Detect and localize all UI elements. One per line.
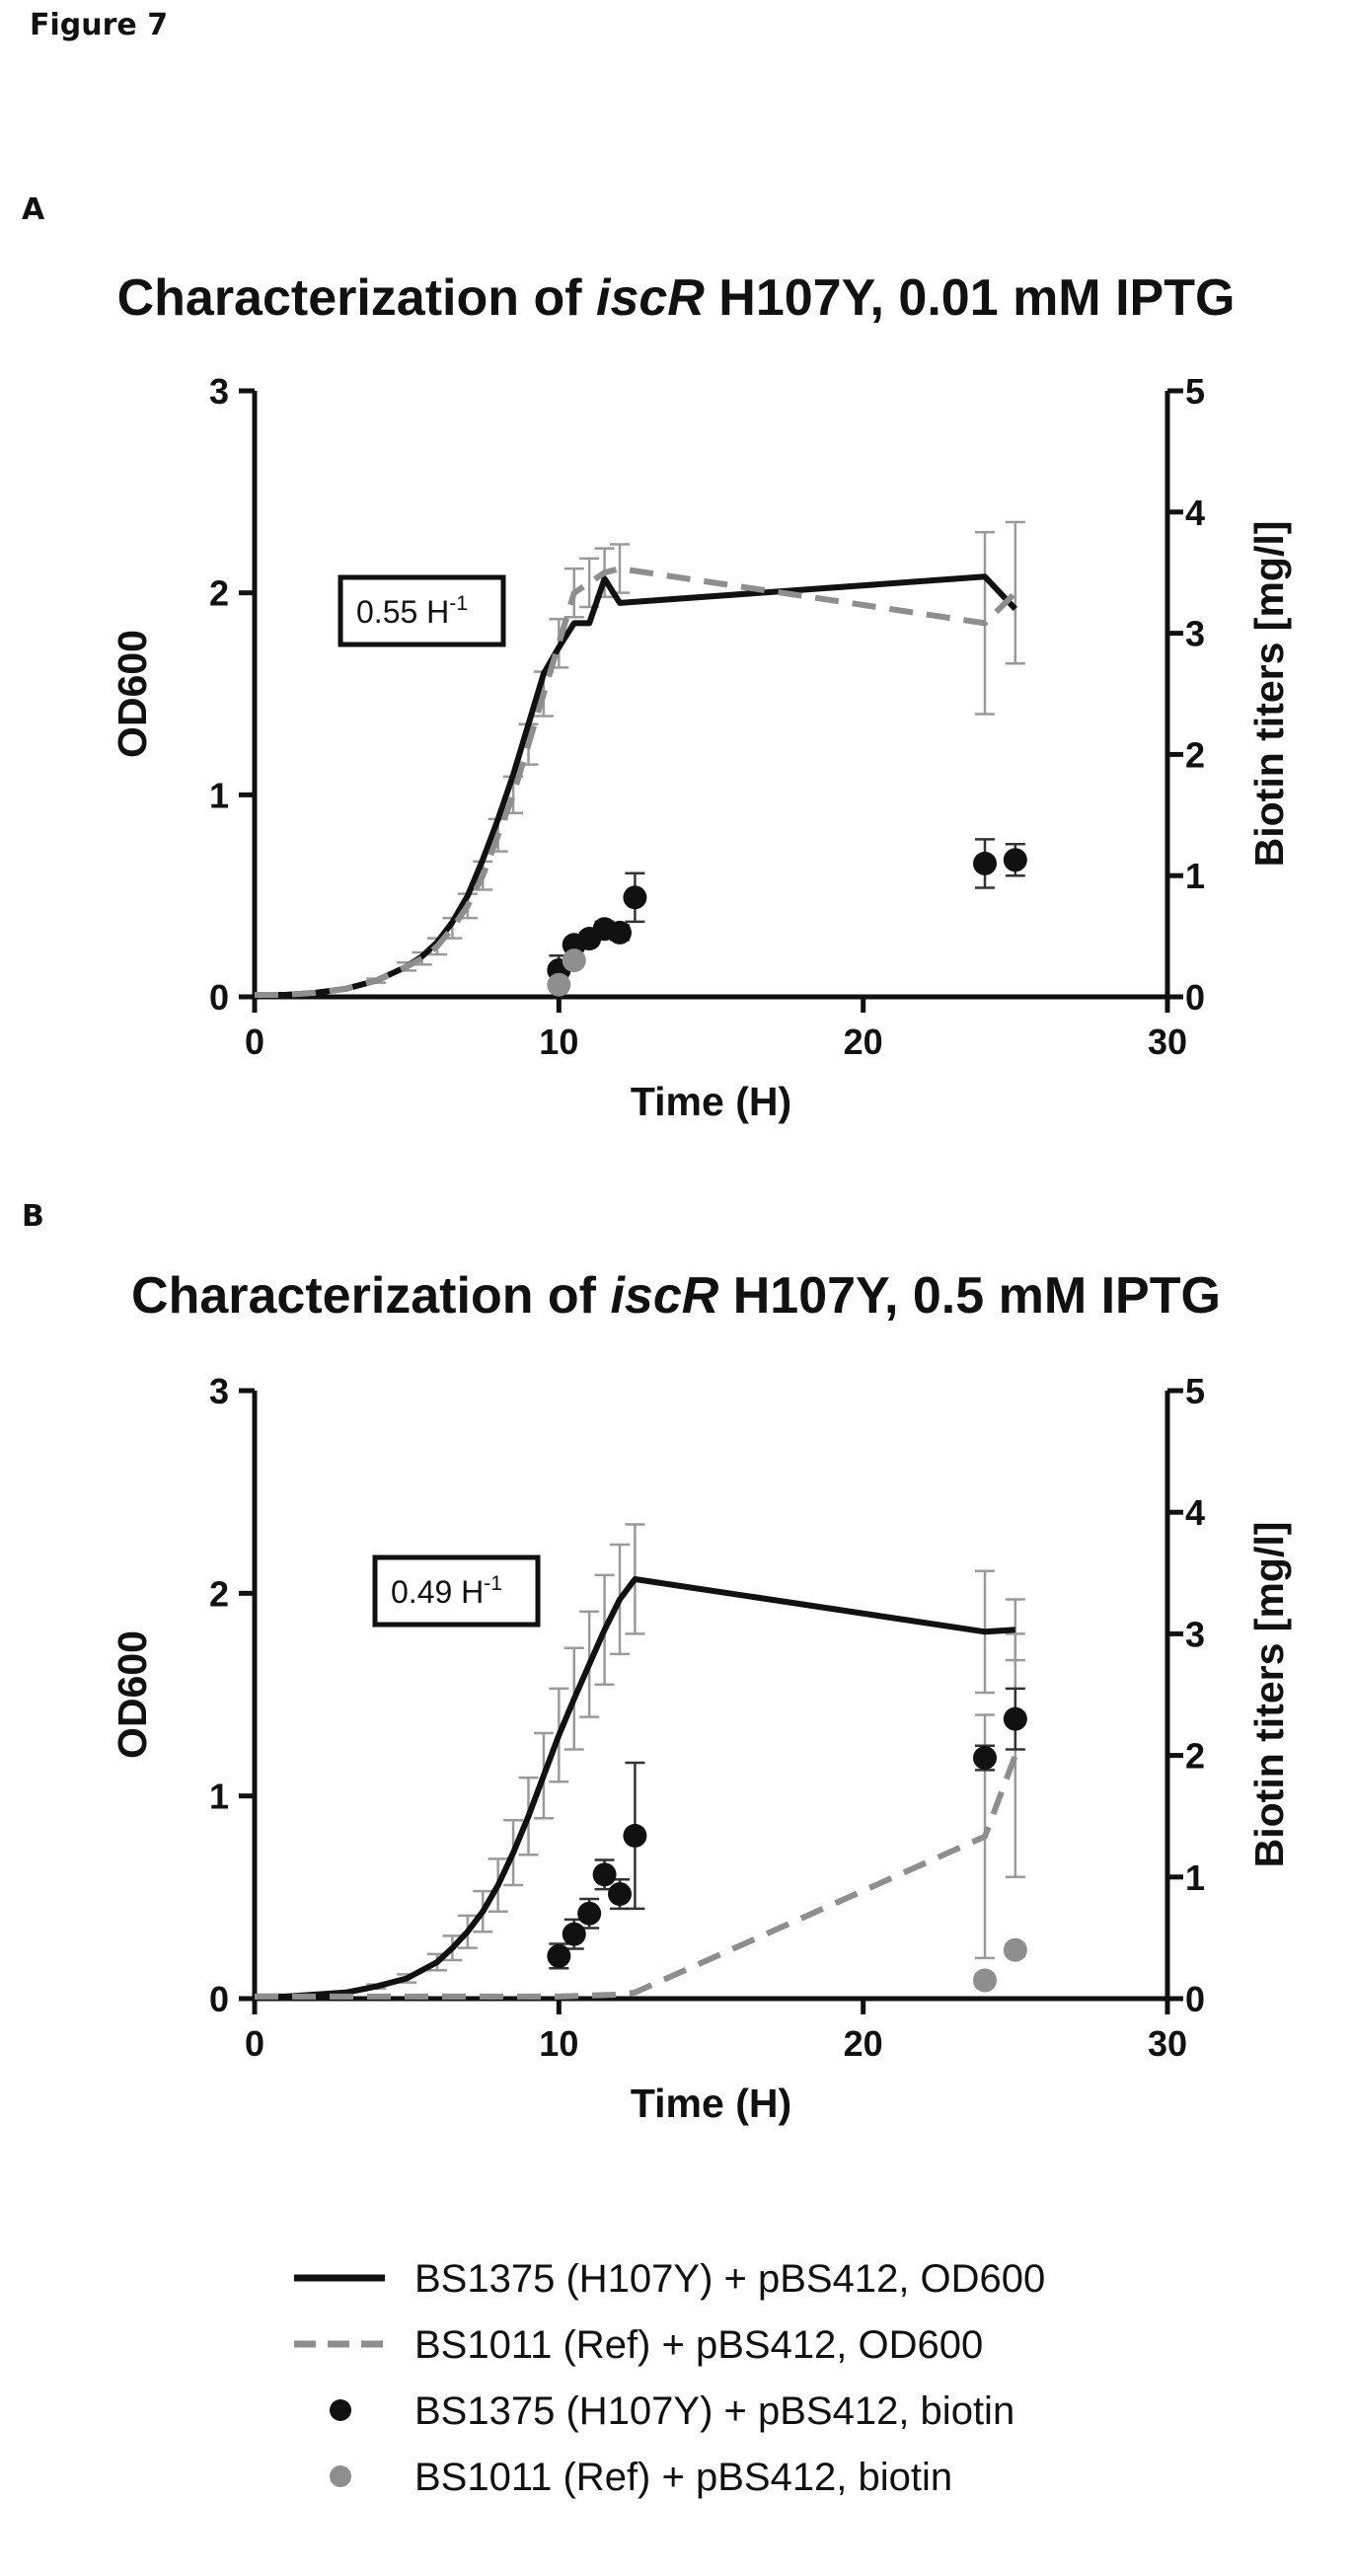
legend-solid-line-symbol xyxy=(286,2245,395,2311)
panel-a-y-tick-label: 3 xyxy=(209,371,229,412)
legend-label: BS1011 (Ref) + pBS412, biotin xyxy=(414,2456,952,2500)
panel-b-y2-tick-label: 0 xyxy=(1185,1979,1205,2019)
panel-b-y-tick-label: 3 xyxy=(209,1371,229,1411)
panel-b-y2-tick-label: 2 xyxy=(1185,1736,1205,1777)
panel-b-x-tick-label: 30 xyxy=(1148,2023,1187,2064)
panel-a-y2-tick-label: 3 xyxy=(1185,614,1205,654)
panel-b-h107y-biotin-point xyxy=(547,1944,570,1968)
panel-b-x-tick-label: 0 xyxy=(245,2023,264,2064)
panel-b-x-tick-label: 20 xyxy=(844,2023,883,2064)
panel-a-chart: 01020300123012345Time (H)OD600Biotin tit… xyxy=(0,0,1352,987)
panel-a-growth-rate-sup: -1 xyxy=(449,592,468,615)
panel-b-y2-tick-label: 3 xyxy=(1185,1614,1205,1654)
panel-b-h107y-biotin-point xyxy=(608,1882,632,1906)
panel-b-y2-tick-label: 5 xyxy=(1185,1371,1205,1411)
legend-grey-dot-symbol xyxy=(286,2444,395,2510)
panel-a-h107y-biotin-point xyxy=(623,885,646,909)
legend-black-dot-symbol xyxy=(286,2378,395,2444)
panel-b-growth-rate-sup: -1 xyxy=(484,1572,502,1595)
panel-b-chart: 01020300123012345Time (H)OD600Biotin tit… xyxy=(0,1005,1352,1992)
panel-a-y-tick-label: 1 xyxy=(209,775,229,815)
panel-a-y-tick-label: 2 xyxy=(209,573,229,614)
panel-a-growth-rate-value: 0.55 H xyxy=(356,594,449,630)
panel-b-y2-tick-label: 4 xyxy=(1185,1492,1205,1533)
panel-b-ref-biotin-point xyxy=(1004,1938,1027,1962)
panel-b-h107y-biotin-point xyxy=(973,1746,997,1770)
panel-a-y-axis-label: OD600 xyxy=(110,630,155,758)
panel-b-y2-tick-label: 1 xyxy=(1185,1857,1205,1898)
legend-label: BS1011 (Ref) + pBS412, OD600 xyxy=(414,2323,983,2368)
legend-item: BS1011 (Ref) + pBS412, OD600 xyxy=(286,2311,1293,2378)
panel-b-h107y-biotin-point xyxy=(1004,1707,1027,1731)
panel-b-x-axis-label: Time (H) xyxy=(631,2081,791,2126)
panel-b-growth-rate-value: 0.49 H xyxy=(391,1574,484,1610)
panel-b-ref-biotin-point xyxy=(973,1969,997,1993)
panel-b-y-tick-label: 1 xyxy=(209,1777,229,1817)
panel-a-growth-rate-box: 0.55 H-1 xyxy=(340,577,503,644)
legend-dashed-line-symbol xyxy=(286,2311,395,2378)
legend: BS1375 (H107Y) + pBS412, OD600 BS1011 (R… xyxy=(286,2245,1293,2510)
panel-a-y2-axis-label: Biotin titers [mg/l] xyxy=(1246,521,1292,868)
panel-a-y2-tick-label: 5 xyxy=(1185,371,1205,412)
legend-item: BS1375 (H107Y) + pBS412, biotin xyxy=(286,2378,1293,2444)
panel-b-h107y-biotin-point xyxy=(563,1923,586,1946)
panel-b-h107y-biotin-point xyxy=(623,1824,646,1848)
panel-a-h107y-biotin-point xyxy=(973,852,997,875)
panel-b-y-tick-label: 2 xyxy=(209,1573,229,1614)
panel-a-y2-tick-label: 4 xyxy=(1185,492,1205,533)
panel-b-y2-axis-label: Biotin titers [mg/l] xyxy=(1246,1522,1292,1868)
legend-label: BS1375 (H107Y) + pBS412, biotin xyxy=(414,2389,1014,2434)
panel-a-ref-biotin-point xyxy=(563,948,586,972)
panel-b-h107y-biotin-point xyxy=(593,1862,617,1886)
panel-a-h107y-biotin-point xyxy=(608,921,632,945)
legend-item: BS1375 (H107Y) + pBS412, OD600 xyxy=(286,2245,1293,2311)
panel-b-h107y-biotin-point xyxy=(577,1902,601,1926)
panel-b-error-bar xyxy=(1006,1633,1025,1876)
panel-a-h107y-biotin-point xyxy=(1004,848,1027,871)
panel-b-y-axis-label: OD600 xyxy=(110,1630,155,1759)
panel-a-y2-tick-label: 2 xyxy=(1185,734,1205,775)
panel-a-y2-tick-label: 1 xyxy=(1185,856,1205,896)
panel-b-y-tick-label: 0 xyxy=(209,1979,229,2019)
panel-b-growth-rate-box: 0.49 H-1 xyxy=(375,1557,538,1625)
panel-a-ref-biotin-point xyxy=(547,973,570,997)
legend-item: BS1011 (Ref) + pBS412, biotin xyxy=(286,2444,1293,2510)
panel-a-error-bar xyxy=(1006,522,1025,663)
panel-b-x-tick-label: 10 xyxy=(539,2023,578,2064)
legend-label: BS1375 (H107Y) + pBS412, OD600 xyxy=(414,2257,1045,2302)
